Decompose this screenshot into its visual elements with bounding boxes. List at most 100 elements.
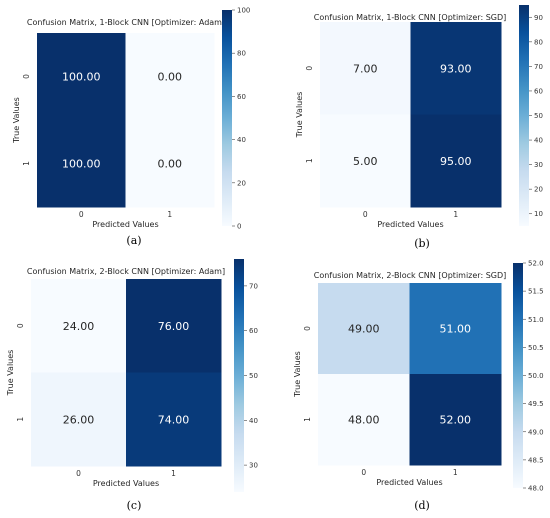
cell-value-label: 93.00: [440, 62, 472, 75]
heatmap-cell: [125, 120, 215, 208]
x-axis-label: Predicted Values: [92, 220, 158, 229]
colorbar-tick-label: 49.0: [528, 428, 544, 436]
panel-caption: (b): [414, 237, 430, 250]
panel-title: Confusion Matrix, 1-Block CNN [Optimizer…: [314, 13, 507, 22]
cell-value-label: 52.00: [440, 414, 472, 427]
cell-value-label: 48.00: [348, 414, 380, 427]
colorbar-tick-label: 51.5: [528, 288, 544, 296]
y-tick-label: 1: [22, 161, 31, 166]
colorbar-tick-label: 20: [237, 179, 246, 187]
colorbar-tick-label: 52.0: [528, 260, 544, 268]
y-tick-label: 0: [16, 323, 25, 328]
x-tick-label: 1: [171, 469, 176, 478]
x-axis-label: Predicted Values: [93, 479, 159, 488]
panel-c: Confusion Matrix, 2-Block CNN [Optimizer…: [6, 259, 258, 512]
colorbar-tick-label: 70: [249, 282, 258, 290]
panel-d: Confusion Matrix, 2-Block CNN [Optimizer…: [293, 260, 544, 513]
heatmap-cell: [31, 279, 127, 373]
colorbar-tick-label: 50: [534, 112, 543, 120]
cell-value-label: 0.00: [158, 158, 183, 171]
cell-value-label: 51.00: [440, 323, 472, 336]
colorbar-tick-label: 10: [534, 210, 543, 218]
panel-caption: (c): [127, 499, 142, 512]
x-tick-label: 1: [453, 468, 458, 477]
cell-value-label: 26.00: [63, 413, 95, 426]
x-axis-label: Predicted Values: [377, 220, 443, 229]
colorbar-tick-label: 60: [237, 93, 246, 101]
heatmap-cell: [37, 33, 126, 121]
heatmap-cell: [126, 372, 222, 467]
heatmap-cell: [318, 374, 410, 466]
cell-value-label: 24.00: [63, 320, 95, 333]
heatmap-cell: [320, 114, 411, 208]
colorbar-tick-label: 30: [534, 161, 543, 169]
heatmap-cell: [320, 22, 411, 115]
heatmap-cell: [125, 33, 215, 121]
colorbar-tick-label: 30: [249, 462, 258, 470]
colorbar-tick-label: 0: [237, 223, 241, 231]
cell-value-label: 74.00: [158, 413, 190, 426]
y-tick-label: 1: [305, 158, 314, 163]
panel-a: Confusion Matrix, 1-Block CNN [Optimizer…: [12, 7, 250, 248]
y-axis-label: True Values: [295, 92, 304, 139]
panel-title: Confusion Matrix, 2-Block CNN [Optimizer…: [314, 271, 507, 280]
colorbar-tick-label: 50: [249, 372, 258, 380]
colorbar-tick-label: 100: [237, 7, 250, 15]
y-axis-label: True Values: [6, 350, 15, 397]
colorbar-tick-label: 50.0: [528, 372, 544, 380]
colorbar-tick-label: 80: [237, 50, 246, 58]
y-tick-label: 1: [16, 417, 25, 422]
heatmap-cell: [409, 283, 502, 375]
heatmap-cell: [410, 22, 502, 115]
cell-value-label: 0.00: [158, 71, 183, 84]
y-axis-label: True Values: [293, 351, 302, 398]
colorbar-tick-label: 70: [534, 63, 543, 71]
colorbar-tick-label: 60: [249, 327, 258, 335]
colorbar-tick-label: 20: [534, 186, 543, 194]
y-tick-label: 0: [22, 74, 31, 79]
y-tick-label: 1: [303, 417, 312, 422]
cell-value-label: 5.00: [353, 155, 378, 168]
panel-caption: (d): [414, 499, 430, 512]
heatmap-cell: [37, 120, 126, 208]
colorbar-tick-label: 90: [534, 14, 543, 22]
cell-value-label: 100.00: [62, 71, 101, 84]
x-tick-label: 1: [453, 210, 458, 219]
x-axis-label: Predicted Values: [376, 478, 442, 487]
colorbar: [234, 259, 244, 492]
cell-value-label: 49.00: [348, 323, 380, 336]
x-tick-label: 0: [76, 469, 81, 478]
colorbar-tick-label: 49.5: [528, 400, 544, 408]
colorbar: [222, 10, 232, 226]
cell-value-label: 76.00: [158, 320, 190, 333]
heatmap-cell: [31, 372, 127, 467]
cell-value-label: 95.00: [440, 155, 472, 168]
colorbar: [519, 5, 529, 226]
y-tick-label: 0: [303, 326, 312, 331]
heatmap-cell: [409, 374, 502, 466]
y-tick-label: 0: [305, 66, 314, 71]
panel-b: Confusion Matrix, 1-Block CNN [Optimizer…: [295, 5, 543, 250]
colorbar-tick-label: 48.0: [528, 485, 544, 493]
cell-value-label: 100.00: [62, 158, 101, 171]
colorbar-tick-label: 60: [534, 87, 543, 95]
colorbar-tick-label: 40: [249, 417, 258, 425]
colorbar-tick-label: 51.0: [528, 316, 544, 324]
colorbar: [513, 263, 523, 488]
heatmap-cell: [318, 283, 410, 375]
heatmap-cell: [126, 279, 222, 373]
colorbar-tick-label: 48.5: [528, 456, 544, 464]
heatmap-cell: [410, 114, 502, 208]
panel-caption: (a): [126, 234, 141, 247]
y-axis-label: True Values: [12, 97, 21, 144]
cell-value-label: 7.00: [353, 62, 378, 75]
colorbar-tick-label: 40: [534, 137, 543, 145]
panel-title: Confusion Matrix, 2-Block CNN [Optimizer…: [27, 267, 225, 276]
colorbar-tick-label: 80: [534, 38, 543, 46]
x-tick-label: 0: [79, 210, 84, 219]
x-tick-label: 1: [167, 210, 172, 219]
panel-title: Confusion Matrix, 1-Block CNN [Optimizer…: [27, 18, 225, 27]
x-tick-label: 0: [361, 468, 366, 477]
colorbar-tick-label: 40: [237, 136, 246, 144]
